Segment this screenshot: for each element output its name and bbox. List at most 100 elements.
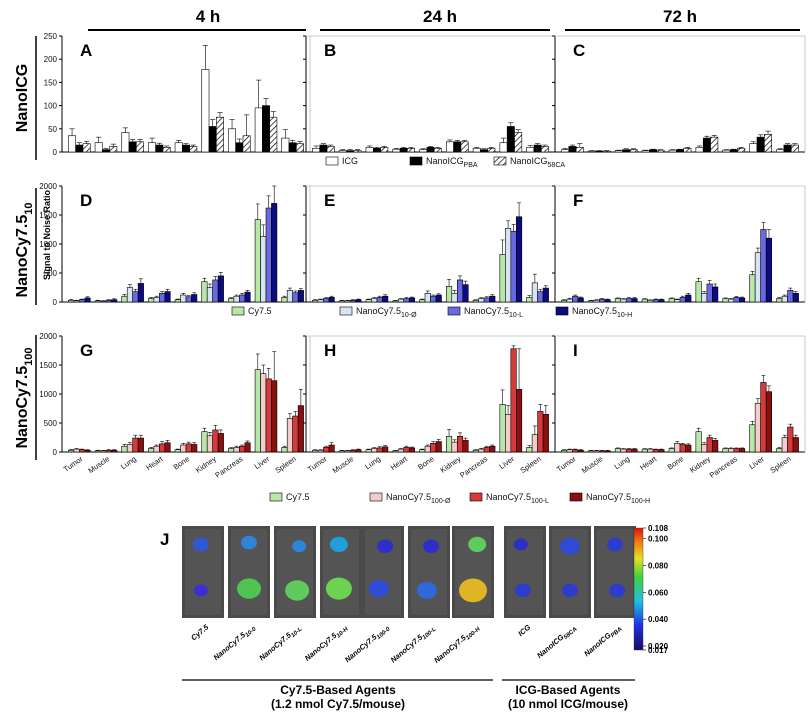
bar-cy75-kidney (445, 436, 453, 453)
bar-cy10_l-kidney (456, 279, 464, 303)
bar-icg_58ca-tumor (82, 143, 91, 153)
legend-label-cy10_0: NanoCy7.510-Ø (356, 306, 417, 319)
bar-cy100_h-liver (516, 389, 523, 453)
legend-label-icg_pba: NanoICGPBA (426, 156, 478, 169)
bar-cy100_h-spleen (542, 413, 549, 453)
bar-icg-tumor (312, 147, 321, 153)
bar-icg-pancreas (228, 128, 236, 153)
panel-letter: I (573, 341, 578, 360)
bar-icg-pancreas (722, 149, 731, 153)
bar-icg-liver (749, 143, 758, 153)
bar-cy10_l-tumor (572, 295, 579, 303)
bar-cy75-muscle (94, 450, 101, 453)
category-label: Liver (497, 454, 516, 471)
legend-swatch-icg_58ca (493, 156, 507, 166)
bar-cy75-pancreas (722, 298, 729, 303)
bar-cy75-spleen (776, 298, 783, 303)
bar-icg-bone (419, 149, 428, 153)
bar-cy10_0-tumor (73, 300, 80, 303)
bar-icg-tumor (68, 135, 76, 153)
fluorescence-spot (237, 578, 261, 599)
fluorescence-spot (562, 583, 578, 598)
bar-icg_pba-tumor (568, 146, 577, 153)
bar-cy10_0-bone (180, 294, 187, 303)
bar-cy75-heart (392, 300, 399, 303)
category-label: Lung (363, 454, 382, 471)
mouse-label: NanoCy7.510-0 (212, 622, 258, 663)
bar-icg_pba-spleen (288, 142, 297, 153)
bar-cy75-muscle (588, 450, 595, 453)
bar-cy100_0-kidney (451, 441, 458, 453)
bar-cy75-pancreas (228, 448, 235, 453)
bar-cy75-muscle (338, 450, 345, 453)
bar-cy10_h-pancreas (738, 297, 746, 303)
bar-cy100_0-tumor (566, 449, 573, 453)
fluorescence-spot (192, 537, 209, 552)
timepoint-header: 72 h (663, 7, 697, 26)
bar-cy75-pancreas (472, 449, 479, 453)
bar-cy10_0-muscle (344, 300, 351, 303)
bar-cy75-tumor (312, 449, 319, 453)
mouse-label: NanoCy7.5100-0 (343, 622, 392, 666)
bar-cy10_h-heart (164, 291, 171, 303)
fluorescence-spot (377, 539, 394, 554)
bar-cy75-lung (121, 295, 128, 303)
category-label: Spleen (274, 454, 298, 475)
bar-cy100_l-spleen (787, 426, 794, 453)
fluorescence-spot (607, 537, 623, 552)
bar-cy10_l-heart (403, 298, 410, 303)
bar-icg-kidney (201, 69, 210, 153)
bar-cy100_l-bone (679, 444, 686, 453)
group2-subtitle: (10 nmol ICG/mouse) (508, 697, 628, 711)
fluorescence-spot (468, 536, 487, 553)
bar-cy10_h-muscle (111, 299, 118, 303)
category-label: Tumor (306, 454, 329, 474)
bar-cy100_h-lung (631, 448, 638, 453)
legend-label-icg: ICG (342, 156, 358, 166)
bar-icg-muscle (338, 150, 347, 153)
bar-cy100_h-liver (765, 391, 772, 453)
bar-cy100_h-heart (164, 442, 171, 453)
bar-cy10_0-spleen (781, 295, 788, 303)
category-label: Muscle (580, 454, 605, 475)
y-tick-label: 150 (44, 78, 58, 87)
bar-cy100_h-muscle (355, 449, 362, 453)
bar-icg_58ca-liver (764, 134, 772, 153)
bar-cy100_l-kidney (212, 429, 219, 453)
fluorescence-spot (241, 535, 257, 550)
bar-cy75-bone (419, 449, 426, 453)
bar-cy75-bone (174, 449, 181, 453)
bar-cy100_h-heart (658, 449, 665, 453)
group2-title: ICG-Based Agents (516, 683, 621, 697)
bar-icg-spleen (776, 149, 785, 153)
bar-cy100_h-kidney (712, 440, 719, 453)
bar-cy10_h-spleen (297, 290, 304, 303)
bar-cy10_0-heart (647, 299, 654, 303)
bar-cy10_h-pancreas (489, 295, 496, 303)
bar-cy75-pancreas (722, 448, 729, 453)
legend-label-cy10_l: NanoCy7.510-L (464, 306, 523, 319)
bar-cy10_l-liver (510, 230, 517, 303)
bar-cy75-bone (419, 299, 426, 303)
bar-cy75-lung (365, 449, 372, 453)
category-label: Spleen (518, 454, 542, 475)
bar-icg-lung (614, 150, 623, 153)
bar-cy10_0-muscle (593, 299, 600, 303)
bar-icg_58ca-liver (269, 116, 278, 153)
legend-cy100: Cy7.5 NanoCy7.5100-Ø NanoCy7.5100-L NanoCy7… (269, 492, 650, 505)
bar-icg_58ca-pancreas (487, 147, 496, 153)
bar-cy100_0-kidney (701, 444, 708, 453)
bar-cy100_l-pancreas (239, 445, 246, 453)
bar-icg_58ca-spleen (790, 144, 799, 153)
bar-cy10_l-spleen (787, 290, 794, 303)
bar-cy100_0-kidney (206, 435, 213, 453)
bar-cy100_l-spleen (537, 411, 544, 453)
panel-c: C (552, 35, 806, 153)
bar-cy100_h-pancreas (244, 442, 251, 453)
bar-cy75-kidney (201, 281, 208, 303)
bar-icg-liver (254, 107, 263, 153)
bar-icg_pba-heart (399, 147, 408, 153)
bar-cy10_0-spleen (531, 282, 538, 303)
bar-cy10_0-bone (424, 292, 431, 303)
